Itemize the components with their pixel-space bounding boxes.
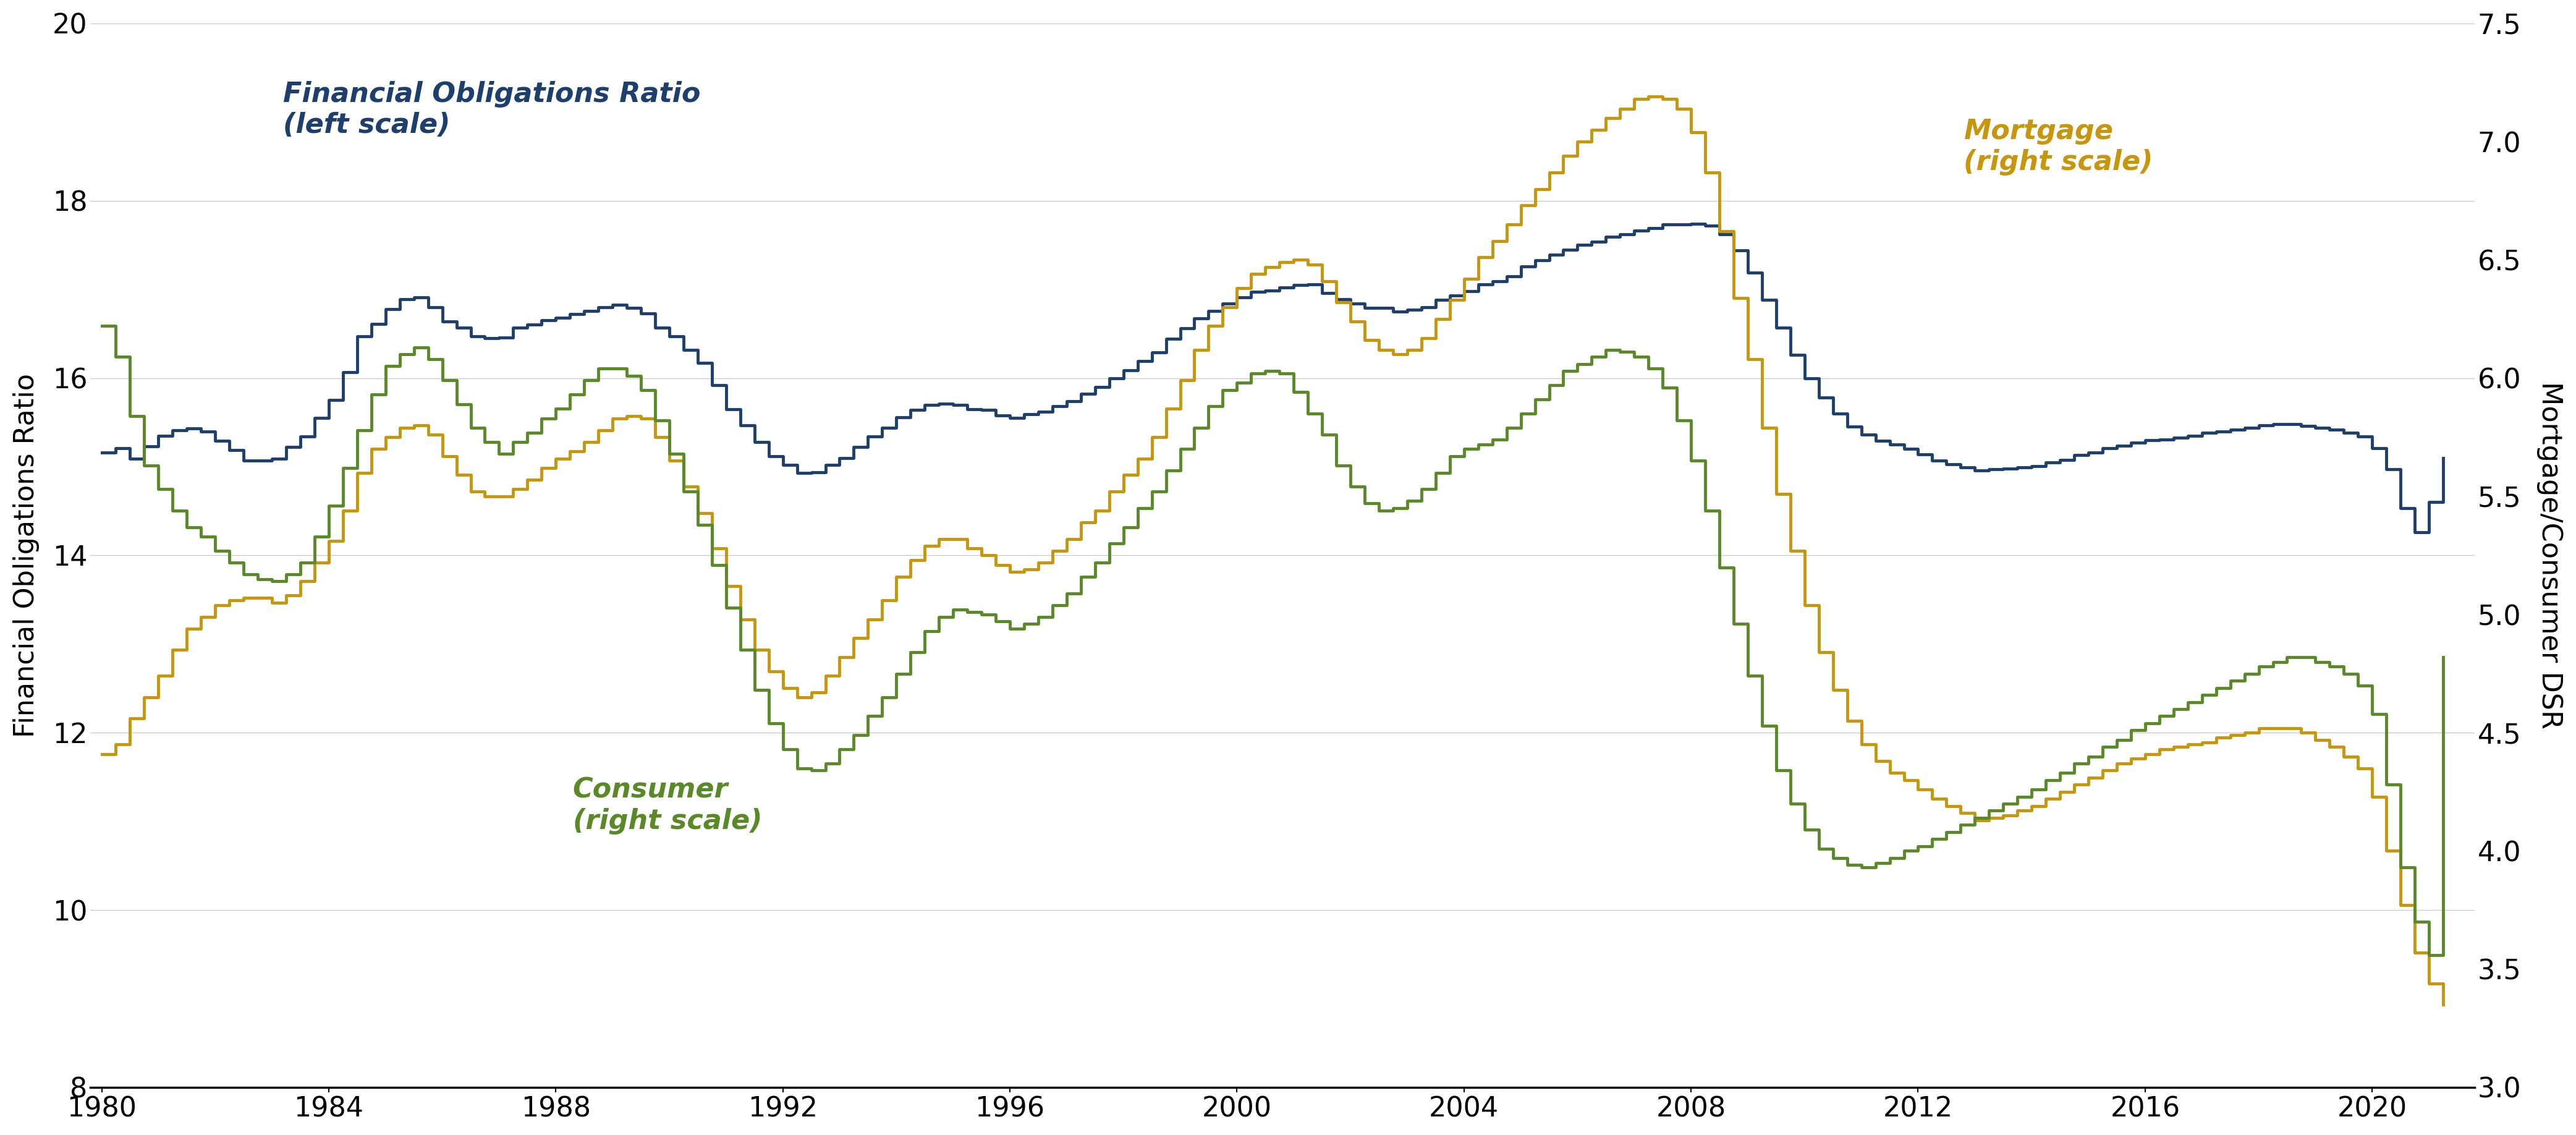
Y-axis label: Mortgage/Consumer DSR: Mortgage/Consumer DSR [2537, 381, 2563, 729]
Text: Mortgage
(right scale): Mortgage (right scale) [1963, 118, 2154, 175]
Text: Consumer
(right scale): Consumer (right scale) [572, 777, 762, 834]
Y-axis label: Financial Obligations Ratio: Financial Obligations Ratio [13, 373, 39, 738]
Text: Financial Obligations Ratio
(left scale): Financial Obligations Ratio (left scale) [283, 81, 701, 138]
